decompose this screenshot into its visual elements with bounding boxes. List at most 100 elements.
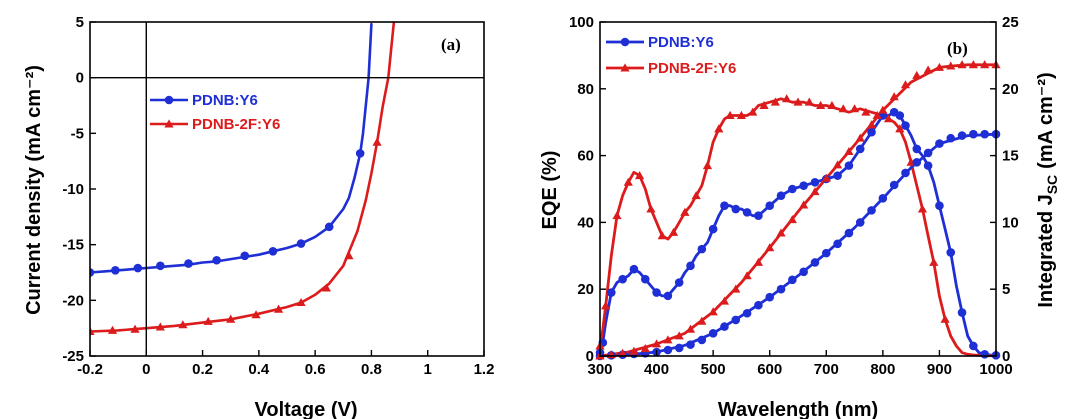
chart-b-y2-axis-label: Integrated JSC (mA cm⁻²) (1035, 72, 1060, 307)
chart-a-series-1-line (90, 22, 396, 333)
chart-b-series-1-point (748, 107, 758, 116)
chart-b-series-0-point (844, 161, 854, 170)
chart-b-y-tick-label: 100 (569, 14, 594, 31)
chart-b-series-1-point (725, 110, 735, 119)
chart-b-y2-tick-label: 25 (1002, 14, 1019, 31)
chart-b-series-1-point (601, 301, 611, 310)
chart-b-legend-label-0: PDNB:Y6 (648, 34, 714, 51)
chart-b-y-axis-label: EQE (%) (539, 151, 561, 230)
chart-a-legend: PDNB:Y6 PDNB-2F:Y6 (150, 92, 280, 133)
chart-b-series-3-point (697, 316, 707, 325)
chart-b-series-1-point (816, 100, 826, 109)
chart-a-legend-label-1: PDNB-2F:Y6 (192, 116, 280, 133)
chart-b-series-3-point (719, 296, 730, 305)
chart-b-series-3-point (742, 271, 752, 280)
chart-b-series-3-point (923, 65, 933, 74)
chart-a-y-tick-label: 0 (76, 70, 84, 87)
chart-a-series-1-point (321, 283, 331, 292)
chart-b-series-0-point (742, 208, 752, 217)
chart-b-y-tick-label: 60 (577, 148, 594, 165)
chart-b-x-tick-label: 700 (814, 361, 839, 378)
chart-b: 300 400 500 600 700 800 900 1000020406080100051… (539, 14, 1060, 419)
chart-b-series-3-point (629, 346, 639, 355)
chart-a-series-0-point (133, 263, 143, 273)
chart-b-series-3-point (674, 331, 684, 340)
chart-b-series-1-point (883, 114, 894, 123)
chart-b-series-2-point (663, 345, 673, 355)
chart-b-series-2-point (969, 129, 978, 139)
chart-b-series-0-point (720, 201, 729, 210)
chart-b-series-2-point (810, 258, 820, 267)
chart-b-series-0-point (799, 181, 808, 190)
chart-b-series-3-point (708, 307, 718, 316)
chart-b-series-0-point (663, 291, 673, 301)
chart-b-series-3-point (663, 335, 673, 344)
chart-b-series-0-point (776, 191, 786, 200)
chart-b-series-1-point (623, 177, 633, 186)
chart-a-x-tick-label: 1.2 (474, 361, 495, 378)
chart-b-series-1-point (714, 124, 724, 133)
chart-b-series-1-point (861, 107, 871, 116)
chart-b-series-0-point (810, 178, 820, 187)
chart-b-legend-marker-0 (620, 37, 630, 47)
chart-a-series-1-point (178, 320, 188, 329)
chart-b-series-0-point (946, 248, 956, 257)
chart-b-series-2-point (867, 206, 876, 215)
chart-a-series-1-point (344, 251, 354, 260)
chart-b-series-3-point (844, 146, 854, 156)
chart-a-y-tick-label: -25 (62, 348, 84, 365)
chart-b-series-0-point (652, 288, 661, 297)
chart-b-x-tick-label: 600 (757, 361, 782, 378)
chart-b-series-2-point (720, 322, 729, 331)
chart-b-y2-axis-label-sub: SC (1044, 175, 1060, 194)
chart-a-series-0-point (212, 255, 221, 265)
chart-b-series-2-point (855, 218, 865, 227)
chart-b-series-0-point (901, 121, 910, 130)
chart-b-x-tick-label: 1000 (979, 361, 1012, 378)
chart-b-series-1-point (770, 97, 780, 106)
chart-b-series-0-point (833, 171, 842, 180)
chart-b-series-0-point (731, 204, 741, 214)
chart-b-series-1-point (691, 191, 701, 200)
chart-b-series-1-point (929, 257, 939, 266)
chart-b-series-0-point (969, 341, 978, 351)
chart-a-x-tick-label: 0.2 (192, 361, 213, 378)
chart-b-series-0-point (708, 224, 718, 234)
chart-b-series-1-point (657, 231, 667, 240)
chart-a-panel-label: (a) (441, 35, 461, 54)
chart-a-series-0-point (90, 268, 95, 277)
chart-a-series-0-point (184, 259, 193, 268)
chart-b-y2-tick-label: 10 (1002, 214, 1019, 231)
chart-b-series-2-point (821, 248, 831, 258)
chart-b-y2-axis-label-unit: (mA cm⁻²) (1035, 72, 1057, 168)
chart-b-series-1-point (838, 104, 848, 113)
chart-b-series-2-point (674, 343, 684, 353)
chart-b-x-tick-label: 800 (870, 361, 895, 378)
chart-b-series-1-point (849, 104, 860, 113)
chart-b-series-3-point (776, 228, 786, 237)
chart-a-series-1-point (273, 304, 284, 313)
chart-a-series-0-point (156, 261, 165, 271)
chart-a-series-0-point (296, 239, 306, 248)
chart-b-series-3-point (799, 200, 809, 209)
chart-b-x-tick-label: 900 (927, 361, 952, 378)
chart-b-series-0-point (867, 127, 876, 137)
chart-b-series-1-point (895, 124, 905, 133)
chart-b-series-1-point (736, 110, 747, 119)
chart-b-series-0-point (912, 144, 922, 154)
chart-b-series-3-point (640, 344, 650, 353)
chart-b-series-2-point (788, 275, 797, 285)
chart-b-series-1-point (827, 100, 837, 109)
chart-b-series-0-point (895, 111, 905, 120)
chart-a-series-1-point (251, 310, 261, 319)
chart-a-x-tick-label: 0.6 (305, 361, 326, 378)
chart-b-series (598, 63, 998, 358)
chart-a-series-0-line (90, 22, 373, 274)
chart-b-series-1-point (612, 211, 622, 220)
chart-a-y-tick-label: -20 (62, 292, 84, 309)
chart-a-x-axis-label: Voltage (V) (255, 399, 358, 419)
chart-b-series-1-point (635, 171, 645, 180)
chart-b-series-1-point (680, 207, 690, 216)
chart-b-series-3-point (866, 120, 877, 129)
chart-b-series-2-point (742, 308, 752, 318)
